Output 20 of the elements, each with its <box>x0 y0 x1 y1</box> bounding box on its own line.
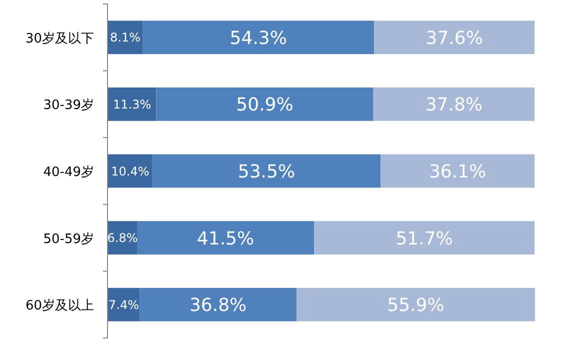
data-label: 8.1% <box>110 30 141 45</box>
data-label: 50.9% <box>236 94 294 116</box>
data-label: 55.9% <box>387 295 444 316</box>
data-label: 36.1% <box>428 161 486 182</box>
y-tick-label: 50-59岁 <box>43 232 94 247</box>
data-label: 10.4% <box>111 164 150 178</box>
data-label: 51.7% <box>396 228 453 250</box>
y-tick-label: 30-39岁 <box>43 98 94 114</box>
y-tick-label: 40-49岁 <box>43 165 94 180</box>
data-label: 53.5% <box>238 161 296 182</box>
data-label: 41.5% <box>196 228 254 250</box>
data-label: 54.3% <box>230 28 287 49</box>
y-tick-label: 30岁及以下 <box>25 31 94 46</box>
data-label: 11.3% <box>113 98 152 112</box>
data-label: 36.8% <box>189 295 247 316</box>
data-label: 37.8% <box>425 94 483 116</box>
data-label: 7.4% <box>108 298 140 312</box>
data-label: 37.6% <box>426 28 483 49</box>
data-label: 6.8% <box>107 231 138 246</box>
y-tick-label: 60岁及以上 <box>25 298 94 314</box>
